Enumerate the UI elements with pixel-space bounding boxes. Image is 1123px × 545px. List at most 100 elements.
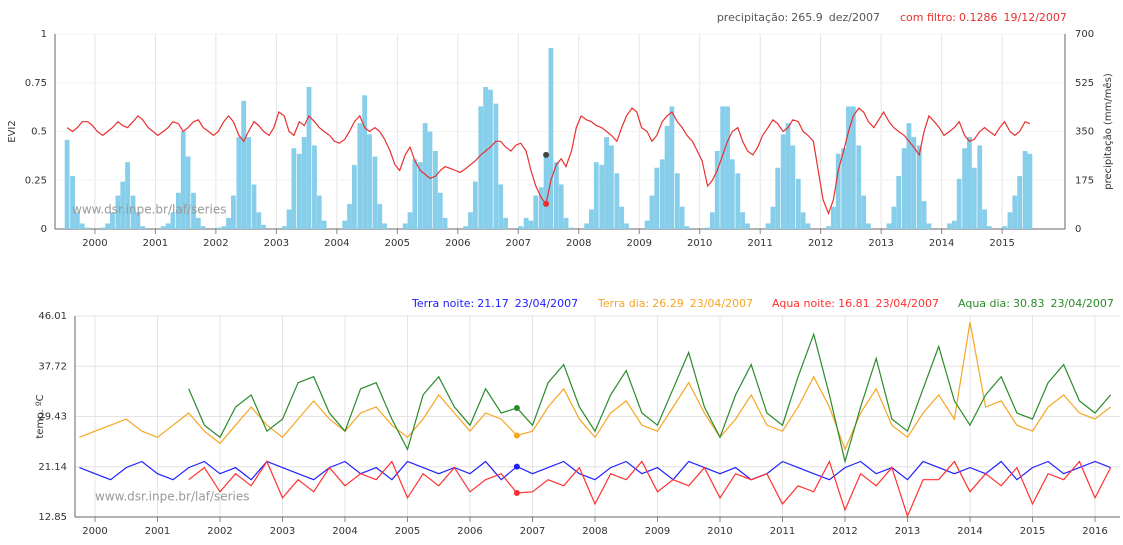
x-tick-label: 2008 — [582, 526, 607, 537]
bar — [110, 212, 115, 229]
bar — [312, 145, 317, 229]
bar — [191, 192, 196, 229]
bar — [412, 159, 418, 229]
bar — [115, 195, 121, 229]
bar — [503, 217, 508, 229]
bar — [805, 223, 811, 229]
bar — [967, 137, 972, 229]
bar — [528, 220, 534, 229]
hover-marker — [513, 405, 520, 412]
x-tick-label: 2000 — [82, 526, 107, 537]
bar — [357, 123, 363, 229]
bar — [563, 217, 569, 229]
bar — [740, 212, 746, 229]
bar — [301, 137, 307, 229]
bar — [790, 145, 796, 229]
readout: Aqua dia: 30.83 23/04/2007 — [958, 297, 1114, 310]
bar — [735, 173, 741, 229]
bar — [1007, 212, 1013, 229]
x-tick-label: 2001 — [143, 238, 168, 249]
x-tick-label: 2016 — [1082, 526, 1107, 537]
y-tick-label: 37.72 — [38, 361, 67, 372]
readout-date: 23/04/2007 — [690, 297, 753, 310]
line — [188, 459, 1112, 518]
bar — [866, 223, 871, 229]
x-tick-label: 2005 — [385, 238, 410, 249]
bar — [347, 203, 352, 229]
bar — [241, 100, 247, 229]
readout-value: 265.9 — [791, 11, 823, 24]
readout-value: 21.17 — [477, 297, 509, 310]
readout: precipitação: 265.9 dez/2007 — [717, 11, 880, 24]
hover-marker — [513, 432, 520, 439]
x-tick-label: 2012 — [832, 526, 857, 537]
readout-label: precipitação: — [717, 11, 788, 24]
y-tick-label: 0 — [41, 224, 47, 235]
x-tick-label: 2009 — [627, 238, 652, 249]
bar — [367, 134, 372, 229]
bar — [609, 145, 614, 229]
bar — [987, 226, 992, 229]
bar — [593, 162, 599, 229]
bar — [1012, 195, 1018, 229]
bar — [558, 184, 564, 229]
bar — [911, 137, 917, 229]
bar — [200, 226, 206, 229]
bar — [483, 86, 489, 229]
x-tick-label: 2014 — [957, 526, 982, 537]
bar — [654, 167, 660, 229]
bar — [710, 212, 715, 229]
x-tick-label: 2014 — [929, 238, 954, 249]
bar — [649, 195, 655, 229]
readout-value: 26.29 — [652, 297, 684, 310]
bar — [377, 203, 383, 229]
readout-label: Aqua noite: — [772, 297, 835, 310]
bar — [775, 167, 781, 229]
bar — [921, 201, 927, 229]
x-tick-label: 2010 — [707, 526, 732, 537]
bar — [165, 223, 171, 229]
x-tick-label: 2013 — [868, 238, 893, 249]
bar — [720, 106, 726, 229]
bar — [291, 148, 297, 229]
bar — [850, 106, 856, 229]
x-tick-label: 2009 — [645, 526, 670, 537]
bar — [589, 209, 594, 229]
x-tick-label: 2003 — [270, 526, 295, 537]
bar — [856, 145, 862, 229]
bar — [1002, 226, 1007, 229]
x-tick-label: 2006 — [445, 238, 470, 249]
bar — [321, 220, 327, 229]
watermark: www.dsr.inpe.br/laf/series — [95, 490, 250, 504]
bar — [624, 223, 629, 229]
bar — [427, 131, 433, 229]
readout-value: 0.1286 — [959, 11, 998, 24]
bar — [523, 217, 529, 229]
bar — [745, 223, 750, 229]
bar — [64, 139, 70, 229]
x-tick-label: 2001 — [145, 526, 170, 537]
bar — [433, 151, 438, 229]
x-tick-label: 2004 — [332, 526, 357, 537]
bar — [841, 148, 847, 229]
bar — [725, 106, 730, 229]
bar — [215, 227, 221, 229]
bar — [251, 184, 257, 229]
x-tick-label: 2008 — [566, 238, 591, 249]
y-tick-label: 29.43 — [38, 412, 67, 423]
bar — [130, 195, 136, 229]
bar — [246, 137, 251, 229]
bar — [316, 195, 322, 229]
bar — [1017, 176, 1023, 229]
bar — [342, 220, 348, 229]
bar — [135, 212, 141, 229]
bar — [971, 167, 977, 229]
y-axis-label: temp. ºC — [35, 394, 46, 438]
bar — [120, 181, 126, 229]
readout: Terra dia: 26.29 23/04/2007 — [597, 297, 753, 310]
bar — [488, 89, 493, 229]
hover-marker — [513, 489, 520, 496]
bar — [417, 162, 423, 229]
bar — [351, 164, 357, 229]
